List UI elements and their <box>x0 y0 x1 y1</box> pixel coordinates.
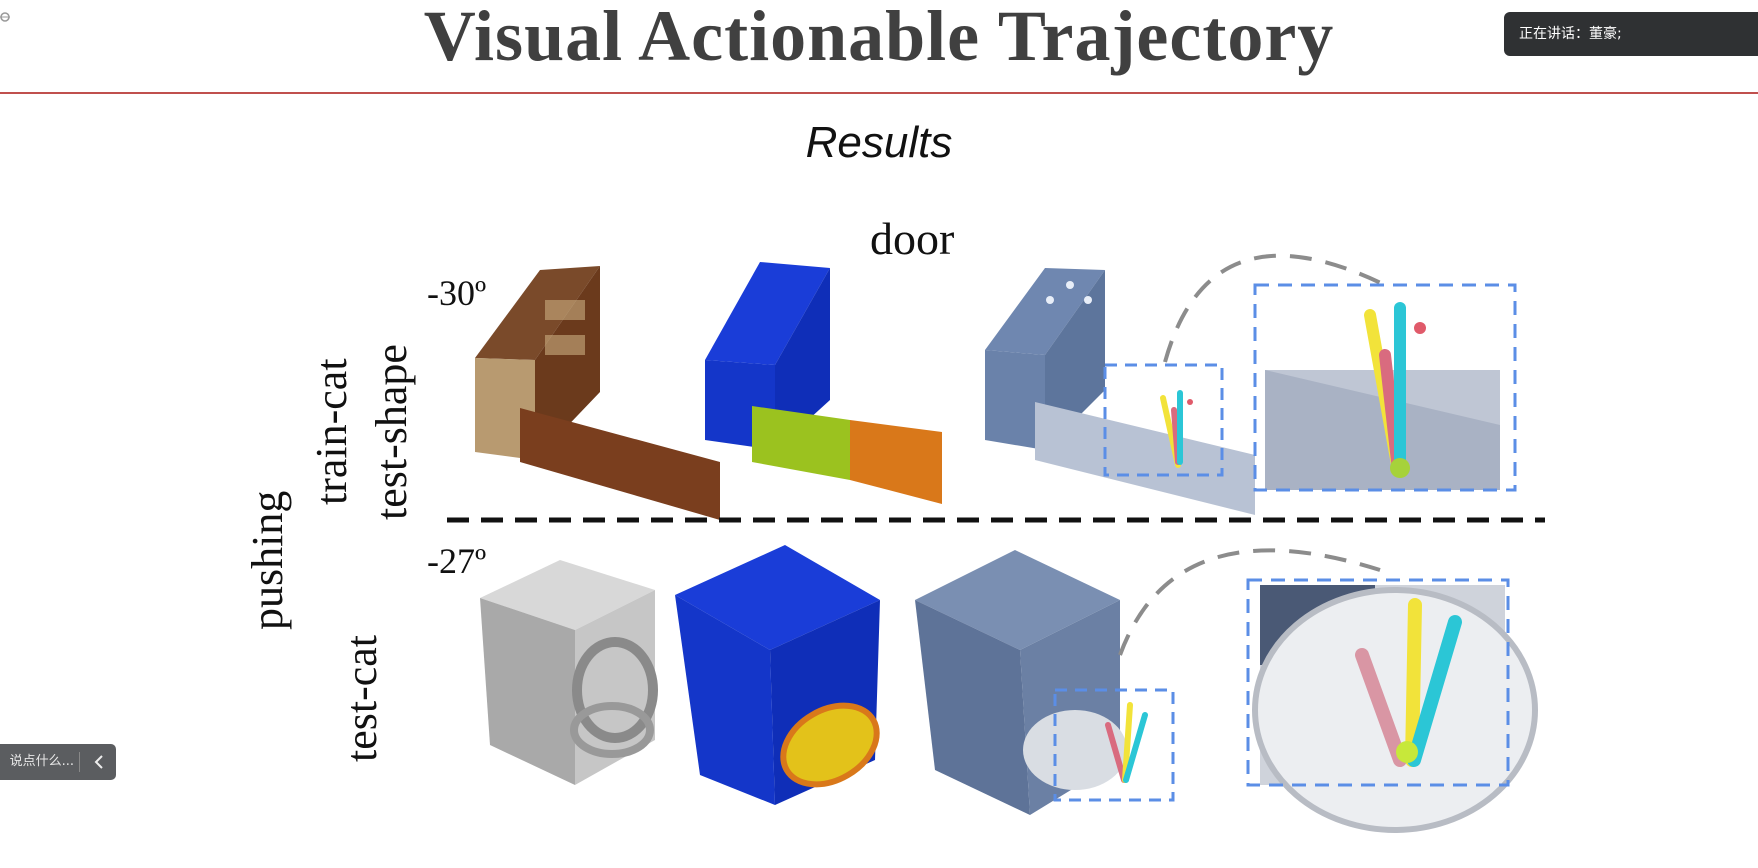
row1-label-test-shape: test-shape <box>367 344 416 520</box>
cabinet-pointcloud <box>705 262 942 504</box>
cabinet-photo <box>475 266 720 520</box>
zoom-connector-arc <box>1163 253 1386 363</box>
trajectory-small <box>1160 390 1193 468</box>
category-label: door <box>870 213 955 264</box>
row1-angle: -30º <box>427 273 487 313</box>
zoom-region-small <box>1103 363 1224 477</box>
row2-angle: -27º <box>427 541 487 581</box>
action-label: pushing <box>243 490 292 630</box>
comment-divider <box>79 752 80 772</box>
trajectory-large-2 <box>1355 598 1462 767</box>
trajectory-large <box>1364 302 1426 478</box>
slide-subtitle: Results <box>805 118 953 167</box>
washer-photo <box>480 560 658 785</box>
row2-label-test-cat: test-cat <box>337 634 386 762</box>
zoom-region-small-2 <box>1053 688 1175 802</box>
collapse-button[interactable] <box>84 744 114 780</box>
trajectory-small-2 <box>1105 702 1148 783</box>
washer-pointcloud <box>675 545 880 805</box>
washer-render <box>915 550 1127 815</box>
slide-title: Visual Actionable Trajectory <box>423 0 1335 76</box>
comment-input[interactable]: 说点什么... <box>9 754 74 769</box>
chevron-left-icon <box>94 755 103 769</box>
row1-label-train-cat: train-cat <box>307 358 356 505</box>
title-divider <box>0 92 1758 94</box>
comment-bar: 说点什么... <box>0 744 116 780</box>
settings-icon[interactable] <box>0 8 14 26</box>
speaking-indicator: 正在讲话：董豪; <box>1504 12 1758 56</box>
cabinet-render <box>985 268 1255 515</box>
zoom-connector-arc-2 <box>1118 548 1381 656</box>
